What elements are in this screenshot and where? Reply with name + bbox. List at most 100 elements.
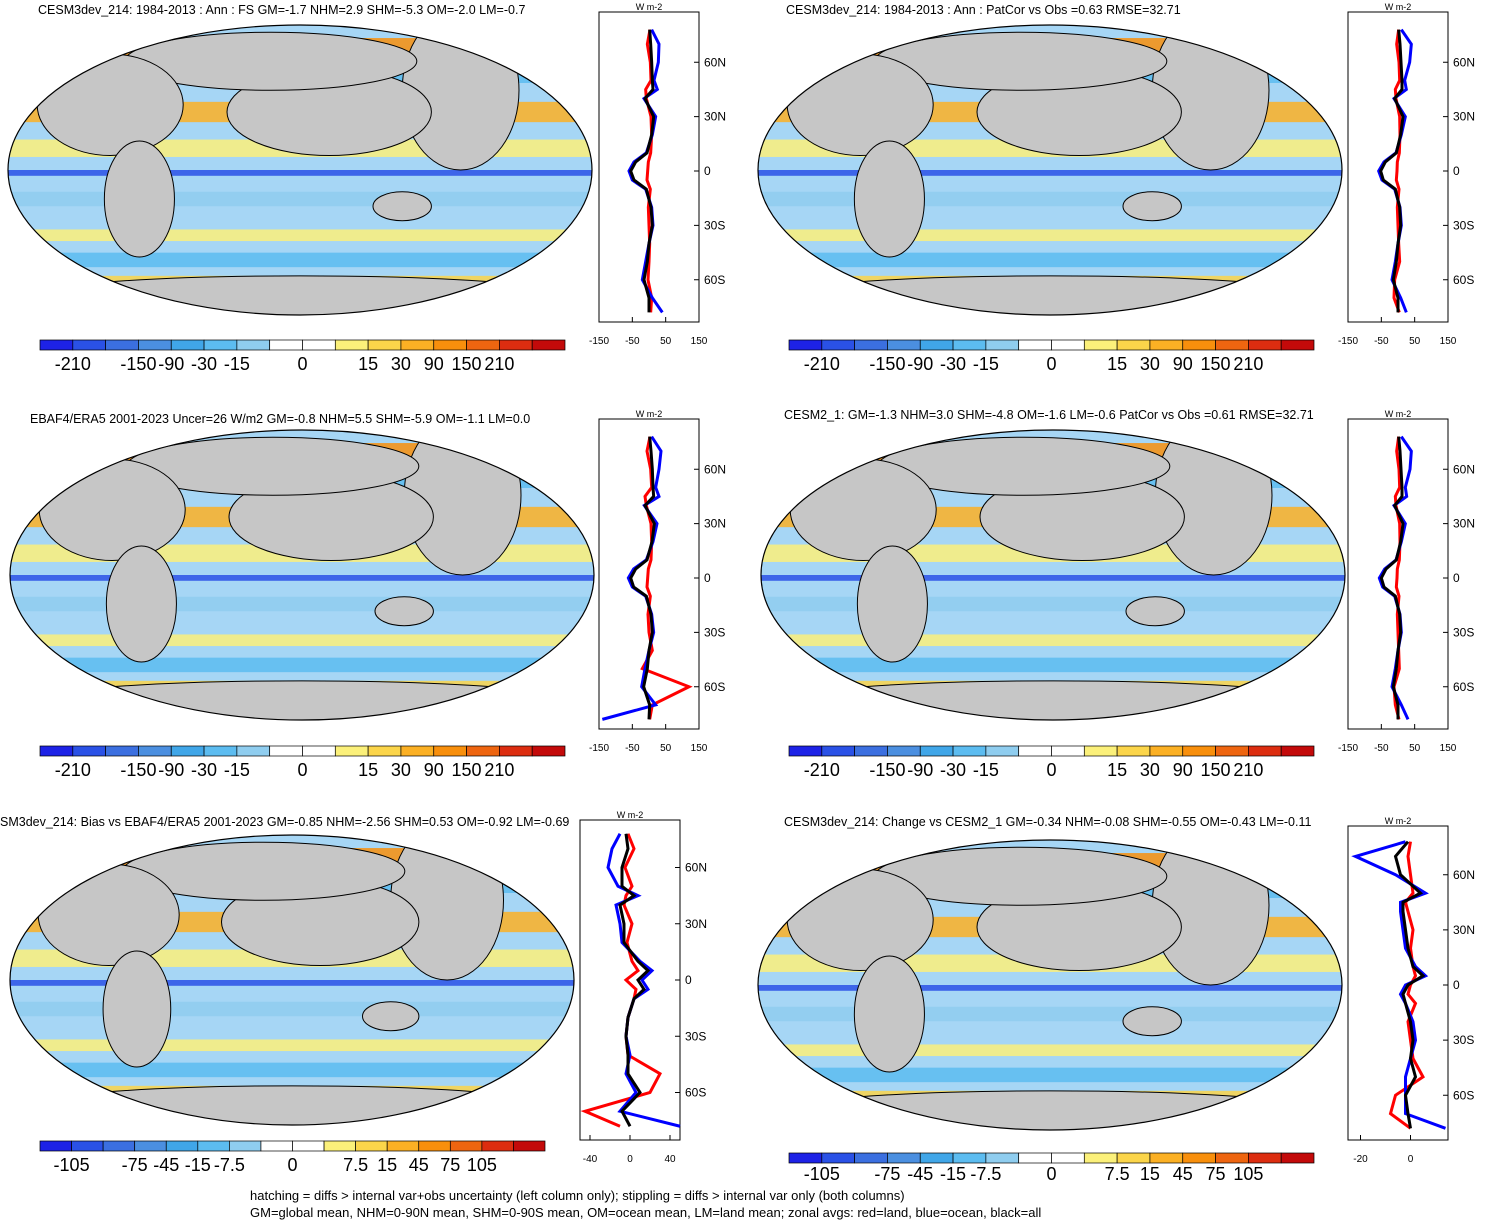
colorbar-swatch	[499, 339, 533, 351]
zonal-series-land	[580, 833, 663, 1128]
zonal-units: W m-2	[1385, 816, 1412, 826]
colorbar-swatch	[386, 1140, 420, 1152]
panel-6-title: CESM3dev_214: Change vs CESM2_1 GM=-0.34…	[784, 815, 1312, 829]
colorbar-label: -150	[120, 354, 156, 374]
zonal-xlabel: 50	[1409, 336, 1421, 347]
map-band-3	[758, 1067, 1342, 1083]
colorbar-swatch	[1116, 1152, 1151, 1164]
colorbar-label: 105	[467, 1155, 497, 1175]
colorbar-label: 0	[1046, 354, 1056, 374]
zonal-units: W m-2	[1385, 2, 1412, 12]
colorbar-swatch	[952, 745, 987, 757]
map-outline	[757, 24, 1343, 316]
colorbar-label: -210	[55, 760, 91, 780]
continent-antarctica	[24, 680, 580, 720]
colorbar-swatch	[1083, 745, 1118, 757]
zonal-units: W m-2	[636, 409, 663, 419]
panel-3-title: EBAF4/ERA5 2001-2023 Uncer=26 W/m2 GM=-0…	[30, 412, 531, 426]
colorbar-swatch	[788, 745, 823, 757]
continent-south-america	[853, 140, 925, 258]
colorbar-swatch	[481, 1140, 514, 1152]
colorbar-label: 0	[287, 1155, 297, 1175]
colorbar-label: 90	[424, 760, 444, 780]
zonal-ylabel: 0	[1453, 978, 1460, 992]
continent-antarctica	[772, 1090, 1328, 1130]
map-band-6	[761, 575, 1345, 581]
zonal-xlabel: -40	[583, 1154, 598, 1165]
map-band-4	[761, 634, 1345, 647]
colorbar-swatch	[39, 339, 74, 351]
zonal-xlabel: 50	[1409, 743, 1421, 754]
map-outline	[9, 429, 595, 721]
colorbar-swatch	[1051, 339, 1085, 351]
colorbar-swatch	[1149, 339, 1184, 351]
colorbar-label: 45	[1173, 1164, 1193, 1184]
zonal-ylabel: 30N	[704, 110, 726, 124]
zonal-series-all	[618, 833, 651, 1127]
map-band-3	[10, 1062, 574, 1078]
colorbar-swatch	[229, 1140, 262, 1152]
colorbar-swatch	[821, 339, 855, 351]
colorbar-label: 15	[1107, 760, 1127, 780]
zonal-ylabel: 30N	[1453, 110, 1475, 124]
colorbar-6: -105 -75 -45 -15 -7.5 0 7.5 15 45 75 105	[788, 1152, 1315, 1184]
zonal-series-all	[1379, 436, 1405, 720]
footer-note-legend: GM=global mean, NHM=0-90N mean, SHM=0-90…	[250, 1205, 1042, 1220]
colorbar-3: -210 -150 -90 -30 -15 0 15 30 90 150 210	[39, 745, 566, 780]
zonal-ylabel: 60N	[685, 861, 707, 875]
zonal-frame	[1347, 418, 1449, 730]
colorbar-label: -210	[804, 354, 840, 374]
colorbar-label: 15	[377, 1155, 397, 1175]
colorbar-label: -150	[869, 760, 905, 780]
colorbar-label: 30	[391, 760, 411, 780]
colorbar-label: -7.5	[214, 1155, 245, 1175]
colorbar-swatch	[334, 745, 369, 757]
colorbar-swatch	[1051, 745, 1085, 757]
zonal-units: W m-2	[636, 2, 663, 12]
colorbar-swatch	[1280, 339, 1315, 351]
colorbar-swatch	[400, 745, 435, 757]
colorbar-swatch	[203, 339, 238, 351]
colorbar-swatch	[433, 339, 467, 351]
colorbar-label: 15	[358, 760, 378, 780]
colorbar-swatch	[197, 1140, 230, 1152]
zonal-plot-4: W m-2 60N 30N 0 30S 60S -150 -50 50 150	[1338, 409, 1475, 754]
zonal-series-land	[1392, 436, 1402, 720]
zonal-ylabel: 60S	[704, 680, 725, 694]
colorbar-swatch	[138, 339, 172, 351]
panel-4-title: CESM2_1: GM=-1.3 NHM=3.0 SHM=-4.8 OM=-1.…	[784, 408, 1314, 422]
continent-antarctica	[22, 275, 578, 315]
zonal-series-land	[1392, 29, 1402, 313]
map-panel-6	[758, 840, 1342, 1130]
colorbar-label: -15	[940, 1164, 966, 1184]
zonal-ylabel: 30N	[704, 517, 726, 531]
colorbar-label: 0	[297, 760, 307, 780]
map-band-4	[8, 229, 592, 242]
colorbar-label: -90	[907, 354, 933, 374]
colorbar-swatch	[887, 1152, 921, 1164]
zonal-plot-6: W m-2 60N 30N 0 30S 60S -20 0	[1347, 816, 1475, 1165]
colorbar-swatch	[433, 745, 467, 757]
zonal-xlabel: -150	[1338, 743, 1358, 754]
colorbar-label: 30	[1140, 760, 1160, 780]
zonal-ylabel: 60S	[704, 273, 725, 287]
map-band-6	[10, 980, 574, 986]
map-outline	[7, 24, 593, 316]
colorbar-label: -15	[224, 760, 250, 780]
zonal-xlabel: 150	[691, 336, 708, 347]
colorbar-swatch	[985, 745, 1020, 757]
colorbar-1: -210 -150 -90 -30 -15 0 15 30 90 150 210	[39, 339, 566, 374]
map-band-5	[758, 191, 1342, 207]
colorbar-label: 0	[297, 354, 307, 374]
zonal-xlabel: 0	[1408, 1154, 1414, 1165]
map-band-5	[10, 596, 594, 612]
continent-antarctica	[775, 680, 1331, 720]
colorbar-swatch	[919, 339, 954, 351]
colorbar-label: 7.5	[343, 1155, 368, 1175]
colorbar-label: -105	[804, 1164, 840, 1184]
colorbar-swatch	[39, 745, 74, 757]
colorbar-swatch	[1083, 1152, 1118, 1164]
zonal-series-all	[1379, 29, 1405, 313]
colorbar-swatch	[1215, 745, 1249, 757]
